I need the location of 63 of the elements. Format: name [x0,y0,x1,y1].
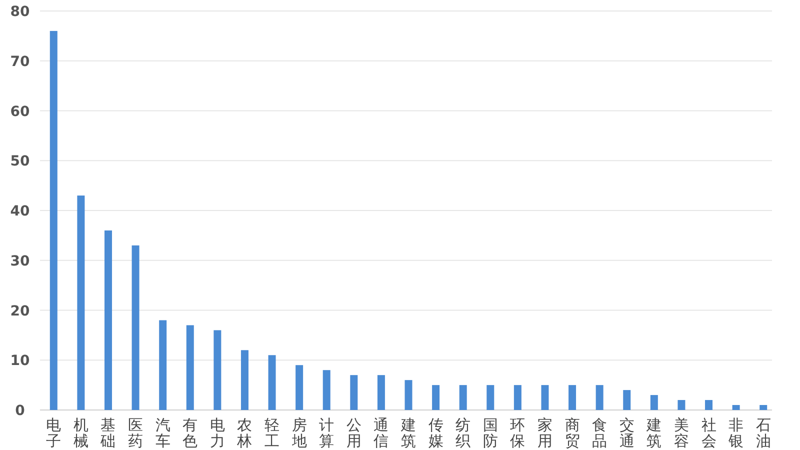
x-tick-label: 机械 [73,416,88,450]
bar [186,325,194,410]
bar [104,230,112,410]
bar [77,196,85,410]
y-tick-label: 40 [10,204,30,220]
bar [568,385,576,410]
x-tick-label: 环保 [510,416,526,450]
bar [760,405,768,410]
y-tick-label: 30 [10,253,30,270]
x-tick-label: 家用 [537,416,552,450]
x-tick-label: 农林 [236,416,252,450]
y-tick-label: 70 [10,54,30,70]
bar [159,320,167,410]
x-tick-label: 纺织 [456,416,471,450]
bar [459,385,467,410]
bar [514,385,522,410]
bar [678,400,686,410]
x-tick-label: 公用 [346,416,362,450]
bar [322,370,330,410]
bar [350,375,358,410]
x-tick-label: 传媒 [428,416,444,450]
x-tick-label: 房地 [290,416,307,450]
x-tick-label: 社会 [701,416,716,450]
bar [650,395,658,410]
x-tick-label: 非银 [728,416,744,450]
bar [732,405,740,410]
x-tick-label: 电子 [46,416,62,450]
x-tick-label: 美容 [674,416,689,450]
y-tick-label: 0 [15,403,26,419]
x-tick-label: 商贸 [564,416,580,450]
x-tick-label: 有色 [182,416,198,450]
x-tick-label: 建筑 [646,416,662,450]
y-tick-label: 60 [10,104,30,120]
x-tick-label: 交通 [619,416,634,450]
bar [432,385,440,410]
x-tick-label: 建筑 [400,416,416,450]
bar [214,330,222,410]
bar [486,385,494,410]
bar [623,390,631,410]
bar [296,365,304,410]
y-tick-label: 10 [10,353,30,370]
bar [596,385,604,410]
bar [377,375,385,410]
x-tick-label: 石油 [756,416,771,450]
bar [404,380,412,410]
y-tick-label: 50 [10,154,30,170]
bar [541,385,549,410]
x-tick-label: 医药 [128,416,144,450]
bar [705,400,713,410]
bar [268,355,276,410]
x-tick-label: 国防 [482,416,498,450]
bar [240,350,248,410]
bar [50,30,58,410]
y-tick-label: 20 [10,303,30,320]
bar [132,245,140,410]
x-tick-label: 电力 [210,416,225,450]
x-tick-label: 汽车 [155,416,170,450]
y-tick-label: 80 [10,4,30,20]
x-tick-label: 计算 [319,416,334,450]
x-tick-label: 食品 [592,416,608,450]
x-tick-label: 基础 [100,416,116,450]
x-tick-label: 通信 [374,416,389,450]
x-tick-label: 轻工 [264,416,280,450]
